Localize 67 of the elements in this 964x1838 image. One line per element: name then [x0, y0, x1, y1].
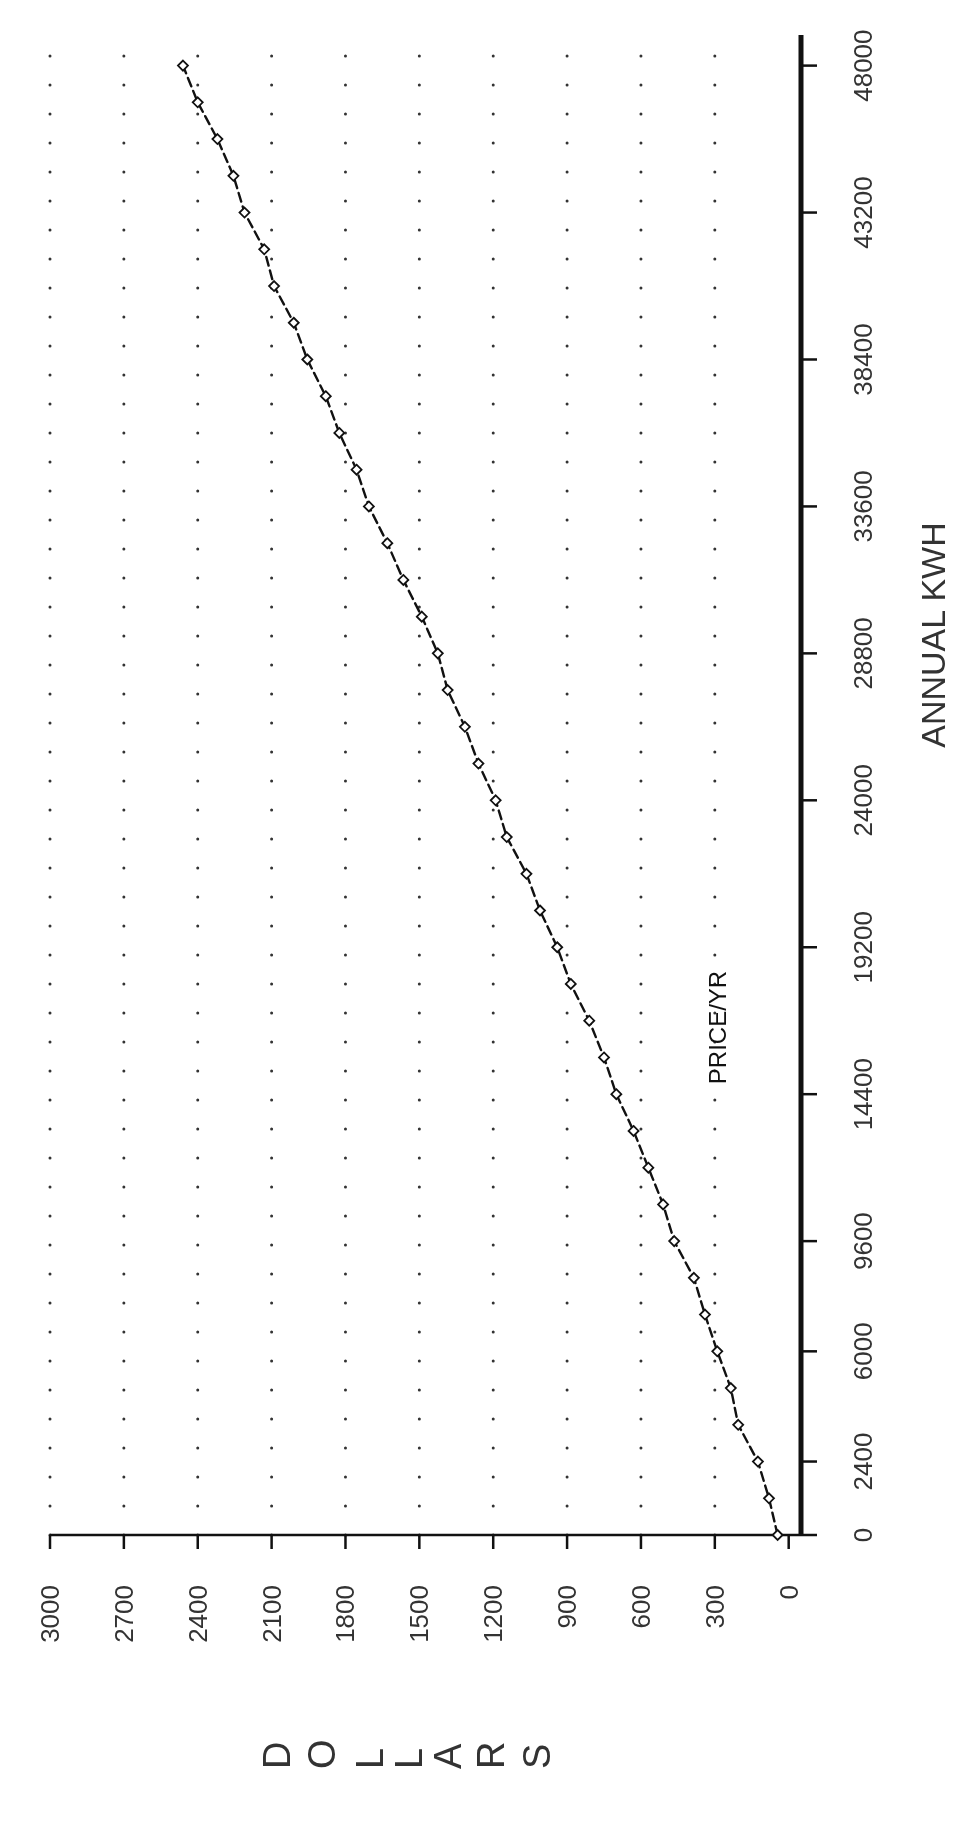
point — [489, 794, 502, 807]
point — [319, 390, 332, 403]
point — [177, 59, 189, 72]
point — [397, 574, 410, 586]
y-tick-label: 38400 — [848, 323, 878, 396]
point — [459, 720, 471, 733]
point — [763, 1492, 775, 1505]
point — [732, 1418, 745, 1431]
x-tick-label: 2700 — [108, 1585, 139, 1643]
y-tick-label: 0 — [848, 1527, 878, 1543]
point — [238, 206, 251, 219]
x-tick-label: 900 — [552, 1585, 583, 1629]
point — [227, 169, 240, 182]
point — [657, 1198, 670, 1211]
point — [642, 1161, 655, 1174]
point — [362, 500, 375, 513]
point — [211, 133, 224, 145]
point — [711, 1345, 724, 1358]
point — [752, 1455, 764, 1468]
point — [551, 941, 564, 954]
x-axis-title: DOLLARS — [255, 1721, 558, 1769]
y-tick-label: 24000 — [848, 764, 878, 837]
x-tick-label: 600 — [625, 1585, 656, 1629]
y-tick-label: 2400 — [848, 1432, 878, 1491]
point — [534, 904, 546, 917]
point — [415, 610, 428, 623]
point — [724, 1382, 737, 1394]
point — [687, 1271, 700, 1284]
x-tick-label: 300 — [699, 1585, 730, 1629]
y-tick-label: 48000 — [848, 29, 878, 102]
x-tick-label: 1200 — [478, 1585, 509, 1643]
point — [500, 831, 513, 843]
point — [472, 757, 485, 770]
text: PRICE/YR — [704, 970, 732, 1085]
point — [350, 463, 363, 476]
x-tick-label: 2100 — [256, 1585, 287, 1643]
point — [583, 1014, 596, 1027]
point — [771, 1529, 784, 1541]
point — [301, 353, 314, 366]
point — [333, 427, 346, 439]
x-tick-label: 1800 — [330, 1585, 361, 1643]
point — [287, 316, 300, 329]
y-tick-label: 14400 — [848, 1058, 878, 1131]
x-tick-label: 1500 — [404, 1585, 435, 1643]
point — [258, 243, 271, 256]
point — [431, 647, 444, 660]
point — [381, 537, 394, 550]
point — [610, 1088, 623, 1101]
y-tick-label: 6000 — [848, 1322, 878, 1381]
point — [564, 978, 577, 990]
y-tick-label: 33600 — [848, 470, 878, 543]
point — [520, 867, 533, 880]
point — [598, 1051, 610, 1064]
point — [268, 280, 280, 292]
y-tick-label: 19200 — [848, 911, 878, 984]
y-axis-title: ANNUAL KWH — [914, 522, 952, 748]
y-tick-label: 43200 — [848, 176, 878, 249]
y-tick-label: 28800 — [848, 617, 878, 690]
point — [627, 1125, 640, 1137]
point — [668, 1235, 681, 1248]
x-tick-label: 3000 — [35, 1585, 65, 1643]
point — [191, 96, 204, 109]
x-tick-label: 2400 — [182, 1585, 213, 1643]
y-tick-label: 9600 — [848, 1212, 878, 1271]
point — [699, 1308, 711, 1321]
point — [441, 684, 454, 696]
x-tick-label: 0 — [773, 1585, 804, 1600]
